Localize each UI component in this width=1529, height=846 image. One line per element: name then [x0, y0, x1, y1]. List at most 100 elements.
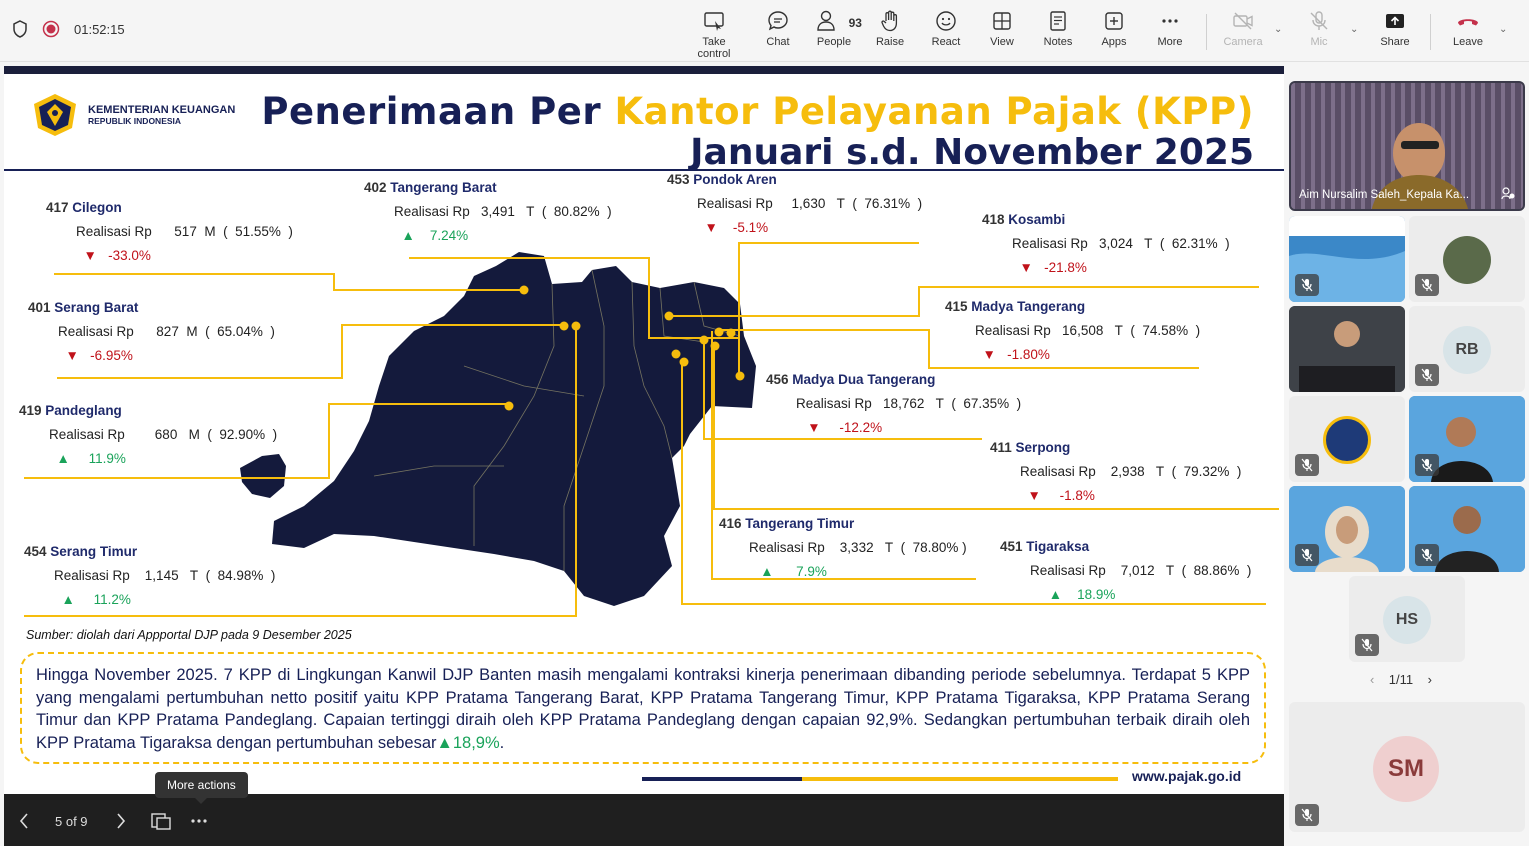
kpp-card-serang-barat: 401 Serang Barat Realisasi Rp 827 M ( 65… [28, 300, 275, 363]
participant-initials: SM [1373, 736, 1439, 802]
more-actions-ellipsis-icon[interactable] [191, 818, 207, 824]
hand-icon [881, 10, 898, 32]
island-shape [240, 454, 286, 498]
kpp-card-serang-timur: 454 Serang Timur Realisasi Rp 1,145 T ( … [24, 544, 276, 607]
kemenkeu-emblem-icon [34, 94, 76, 136]
mic-muted-icon [1415, 544, 1439, 566]
take-control-button[interactable]: Take control [686, 10, 742, 60]
react-button[interactable]: React [918, 10, 974, 48]
kpp-card-tigaraksa: 451 Tigaraksa Realisasi Rp 7,012 T ( 88.… [1000, 539, 1252, 602]
apps-button[interactable]: Apps [1086, 10, 1142, 48]
toolbar-divider [1430, 14, 1431, 50]
participant-video [1289, 306, 1405, 392]
summary-highlight: 18,9% [452, 733, 500, 752]
mic-muted-icon [1295, 274, 1319, 296]
pager-prev-chevron-icon[interactable]: ‹ [1370, 672, 1375, 687]
chat-icon [768, 11, 788, 31]
slide-period: Januari s.d. November 2025 [690, 132, 1254, 173]
footer-navy-bar [642, 777, 802, 781]
grid-view-icon [993, 12, 1011, 30]
summary-text: Hingga November 2025. 7 KPP di Lingkunga… [36, 666, 1250, 752]
kpp-card-cilegon: 417 Cilegon Realisasi Rp 517 M ( 51.55% … [46, 200, 293, 263]
hang-up-icon [1458, 19, 1478, 26]
people-count: 93 [848, 16, 862, 30]
kpp-card-serpong: 411 Serpong Realisasi Rp 2,938 T ( 79.32… [990, 440, 1242, 503]
kpp-card-kosambi: 418 Kosambi Realisasi Rp 3,024 T ( 62.31… [982, 212, 1230, 275]
slide-title: Penerimaan Per Kantor Pelayanan Pajak (K… [261, 90, 1254, 133]
meeting-status: 01:52:15 [12, 20, 125, 38]
mic-muted-icon [1415, 454, 1439, 476]
presenter-video [1291, 83, 1523, 209]
title-underline [4, 169, 1284, 171]
summary-box: Hingga November 2025. 7 KPP di Lingkunga… [20, 652, 1266, 764]
add-apps-icon [1105, 12, 1123, 30]
mic-muted-icon [1415, 364, 1439, 386]
presenter-video-tile[interactable]: Aim Nursalim Saleh_Kepala Ka... [1289, 81, 1525, 211]
mic-button[interactable]: Mic [1291, 10, 1347, 48]
view-button[interactable]: View [974, 10, 1030, 48]
leave-options-chevron-icon[interactable]: ⌄ [1499, 24, 1508, 35]
people-icon [817, 10, 836, 31]
mic-off-icon [1310, 11, 1328, 30]
summary-growth-arrow: ▲ [436, 733, 453, 752]
kemenkeu-logo: KEMENTERIAN KEUANGAN REPUBLIK INDONESIA [30, 92, 235, 138]
pager-next-chevron-icon[interactable]: › [1427, 672, 1432, 687]
kpp-card-pondok-aren: 453 Pondok Aren Realisasi Rp 1,630 T ( 7… [667, 172, 923, 235]
mic-muted-icon [1415, 274, 1439, 296]
kpp-location-dots [504, 285, 745, 411]
mic-muted-icon [1295, 804, 1319, 826]
emoji-icon [936, 11, 956, 31]
participant-tile[interactable] [1289, 396, 1405, 482]
share-icon [1386, 14, 1404, 28]
participant-photo [1443, 236, 1491, 284]
participant-tile[interactable] [1289, 486, 1405, 572]
self-view-tile[interactable]: SM [1289, 702, 1525, 832]
banten-map [24, 242, 1279, 617]
footer-gold-bar [802, 777, 1118, 781]
camera-options-chevron-icon[interactable]: ⌄ [1274, 24, 1283, 35]
meeting-timer: 01:52:15 [74, 21, 125, 37]
org-subtitle: REPUBLIK INDONESIA [88, 116, 182, 126]
notes-button[interactable]: Notes [1030, 10, 1086, 48]
share-button[interactable]: Share [1367, 10, 1423, 48]
shared-content-stage: KEMENTERIAN KEUANGAN REPUBLIK INDONESIA … [4, 66, 1284, 846]
kpp-card-tangerang-timur: 416 Tangerang Timur Realisasi Rp 3,332 T… [719, 516, 967, 579]
chat-button[interactable]: Chat [750, 10, 806, 48]
raise-hand-button[interactable]: Raise [862, 10, 918, 48]
camera-button[interactable]: Camera [1215, 10, 1271, 48]
ellipsis-icon [1162, 19, 1178, 23]
participant-tile[interactable]: RB [1409, 306, 1525, 392]
participant-tile[interactable] [1289, 306, 1405, 392]
participant-options-icon[interactable] [1501, 186, 1515, 200]
participant-pager: ‹ 1/11 › [1370, 672, 1432, 687]
participant-tile[interactable] [1409, 486, 1525, 572]
slide-controls: 5 of 9 [4, 794, 1284, 846]
participant-tile[interactable] [1409, 396, 1525, 482]
participant-tile[interactable] [1409, 216, 1525, 302]
slide-page-indicator: 5 of 9 [55, 814, 88, 829]
next-slide-chevron-icon[interactable] [115, 813, 127, 829]
slide-top-band [4, 66, 1284, 74]
kpp-card-tangerang-barat: 402 Tangerang Barat Realisasi Rp 3,491 T… [364, 180, 612, 243]
people-button[interactable]: 93 People [806, 10, 862, 48]
notes-icon [1050, 11, 1066, 31]
participant-initials: HS [1383, 596, 1431, 644]
data-source-note: Sumber: diolah dari Appportal DJP pada 9… [26, 628, 352, 642]
shield-icon [13, 20, 27, 38]
meeting-toolbar: 01:52:15 Take control Chat 93 People Rai… [0, 0, 1529, 62]
more-actions-tooltip: More actions [155, 772, 248, 804]
leave-button[interactable]: Leave [1440, 10, 1496, 48]
more-button[interactable]: More [1142, 10, 1198, 48]
kpp-card-pandeglang: 419 Pandeglang Realisasi Rp 680 M ( 92.9… [19, 403, 278, 466]
mic-options-chevron-icon[interactable]: ⌄ [1350, 24, 1359, 35]
toolbar-divider [1206, 14, 1207, 50]
connector-lines [24, 242, 1279, 617]
participant-tile[interactable]: HS [1349, 576, 1465, 662]
mic-muted-icon [1295, 544, 1319, 566]
presentation-slide: KEMENTERIAN KEUANGAN REPUBLIK INDONESIA … [4, 66, 1284, 794]
slide-grid-icon[interactable] [151, 812, 171, 830]
previous-slide-chevron-icon[interactable] [18, 813, 30, 829]
take-control-icon [704, 12, 724, 31]
recording-icon [42, 20, 60, 38]
participant-tile[interactable] [1289, 216, 1405, 302]
